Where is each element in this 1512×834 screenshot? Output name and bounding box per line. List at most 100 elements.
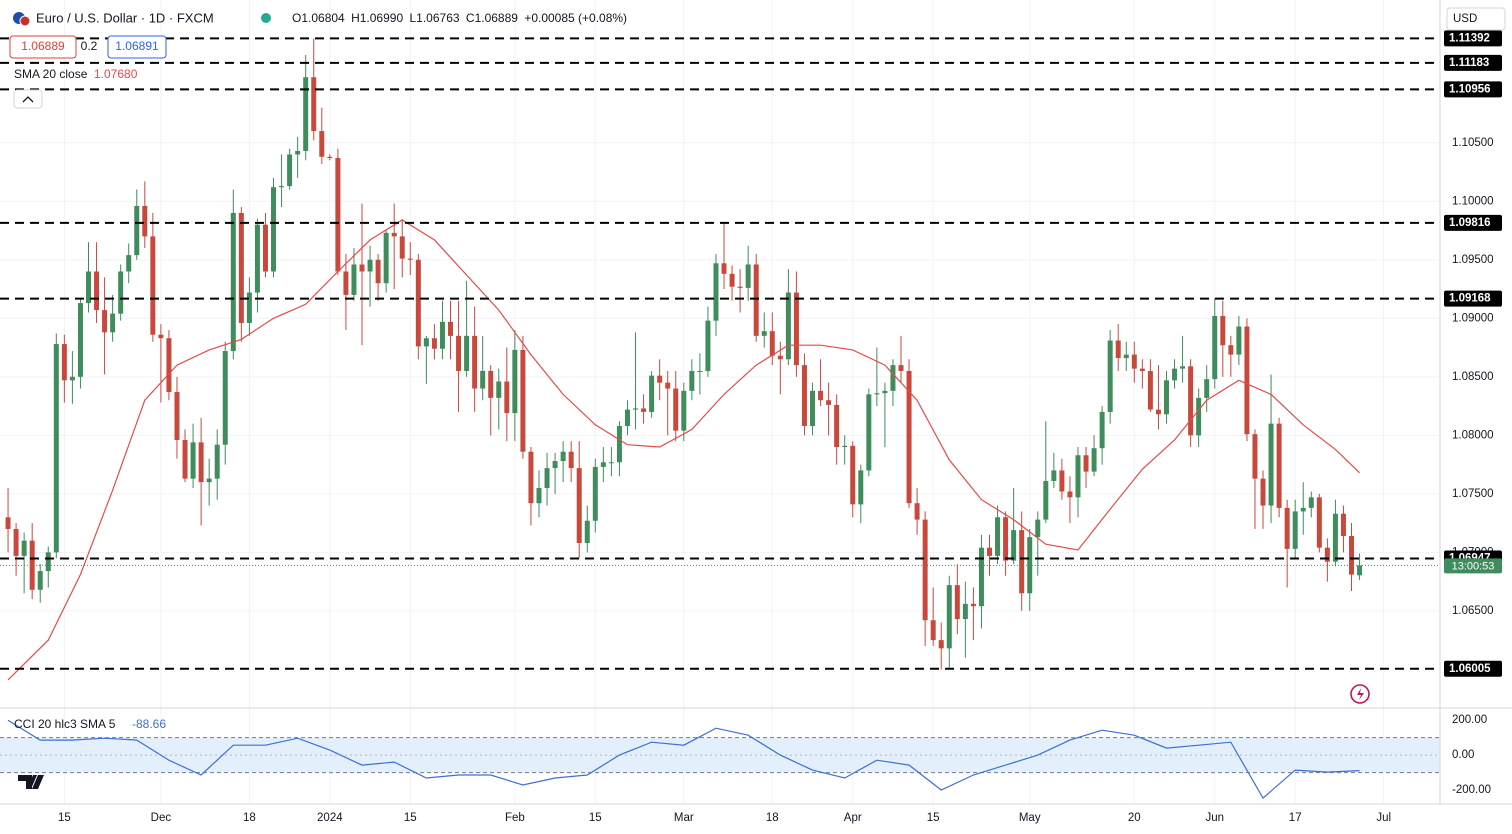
- candle-body: [190, 442, 196, 479]
- candle-body: [1180, 366, 1186, 369]
- candle-body: [480, 370, 486, 389]
- candle-body: [810, 390, 816, 426]
- candle-body: [303, 77, 309, 151]
- candle-body: [1099, 411, 1105, 449]
- cci-legend-name: CCI 20 hlc3 SMA 5: [14, 717, 116, 731]
- ohlc-label: H: [351, 11, 360, 25]
- countdown: 13:00:53: [1452, 560, 1495, 572]
- candle-body: [472, 335, 478, 389]
- y-tick-label: 1.06500: [1452, 605, 1494, 617]
- candle-body: [1220, 315, 1226, 346]
- candle-body: [922, 519, 928, 621]
- candle-body: [769, 331, 775, 356]
- candle-body: [1196, 397, 1202, 436]
- candle-body: [279, 186, 285, 188]
- candle-body: [198, 442, 204, 483]
- candle-body: [560, 451, 566, 462]
- buy-price: 1.06891: [115, 39, 159, 53]
- candle-body: [1276, 423, 1282, 508]
- candle-body: [1155, 409, 1161, 415]
- candle-body: [874, 393, 880, 395]
- candle-body: [182, 440, 188, 479]
- level-label-bg: [1444, 290, 1502, 307]
- candle-body: [1123, 354, 1129, 359]
- candle-body: [536, 487, 542, 504]
- x-tick-label: Jun: [1205, 812, 1224, 824]
- candle-body: [1357, 565, 1363, 576]
- candle-body: [777, 355, 783, 360]
- candle-body: [1324, 547, 1330, 562]
- candle-body: [53, 344, 59, 553]
- candle-body: [1349, 535, 1355, 575]
- candle-body: [271, 187, 277, 272]
- level-label-bg: [1444, 214, 1502, 231]
- candle-body: [94, 271, 100, 311]
- candle-body: [134, 205, 140, 256]
- alert-icon[interactable]: [1350, 684, 1370, 704]
- y-tick-label: 1.10000: [1452, 195, 1494, 207]
- level-label-bg: [1444, 30, 1502, 47]
- candle-body: [126, 255, 132, 272]
- candle-body: [954, 585, 960, 620]
- candle-body: [930, 620, 936, 641]
- candle-body: [995, 517, 1001, 556]
- candle-body: [1107, 340, 1113, 412]
- candle-body: [1059, 470, 1065, 492]
- candle-body: [351, 264, 357, 295]
- candle-body: [1139, 368, 1145, 371]
- x-tick-label: 18: [766, 812, 779, 824]
- candle-body: [327, 156, 333, 158]
- candle-body: [174, 392, 180, 441]
- buy-button[interactable]: [107, 35, 167, 59]
- level-label-bg: [1444, 81, 1502, 98]
- candle-body: [858, 470, 864, 505]
- cci-tick-label: 0.00: [1452, 749, 1474, 761]
- x-tick-label: 18: [243, 812, 256, 824]
- level-label: 1.10956: [1449, 83, 1491, 95]
- candle-body: [311, 77, 317, 132]
- candle-body: [681, 390, 687, 431]
- candle-body: [576, 468, 582, 543]
- candle-body: [608, 462, 614, 464]
- ohlc-value: 1.06889: [475, 11, 519, 25]
- candle-body: [69, 376, 75, 381]
- x-tick-label: 15: [404, 812, 417, 824]
- candle-body: [512, 349, 518, 414]
- candle-body: [568, 451, 574, 469]
- candle-body: [230, 212, 236, 352]
- symbol-title: Euro / U.S. Dollar · 1D · FXCM: [36, 10, 214, 25]
- candle-body: [1244, 326, 1250, 435]
- alert-icon-bolt: [1357, 688, 1364, 700]
- candle-body: [826, 400, 832, 405]
- candle-body: [415, 259, 421, 347]
- candle-body: [970, 603, 976, 607]
- candle-body: [592, 466, 598, 521]
- collapse-button[interactable]: [13, 89, 43, 109]
- candle-body: [1131, 354, 1137, 369]
- candle-body: [1260, 478, 1266, 506]
- candle-body: [1188, 366, 1194, 436]
- candle-body: [214, 444, 220, 479]
- candle-body: [375, 259, 381, 284]
- x-tick-label: May: [1019, 812, 1041, 824]
- candle-body: [222, 351, 228, 445]
- currency-button[interactable]: [1446, 7, 1506, 31]
- candle-body: [753, 264, 759, 336]
- candle-body: [1308, 497, 1314, 508]
- candle-body: [45, 552, 51, 572]
- candle-body: [649, 375, 655, 412]
- candle-body: [254, 224, 260, 293]
- sell-button[interactable]: [9, 35, 77, 59]
- candle-body: [319, 131, 325, 157]
- level-label: 1.11392: [1449, 32, 1490, 44]
- sma-legend-name: SMA 20 close: [14, 67, 88, 81]
- candle-body: [552, 461, 558, 469]
- price-pane: [0, 37, 1440, 681]
- candle-body: [1300, 507, 1306, 512]
- candle-body: [246, 292, 252, 323]
- candle-body: [399, 236, 405, 259]
- candle-body: [890, 365, 896, 391]
